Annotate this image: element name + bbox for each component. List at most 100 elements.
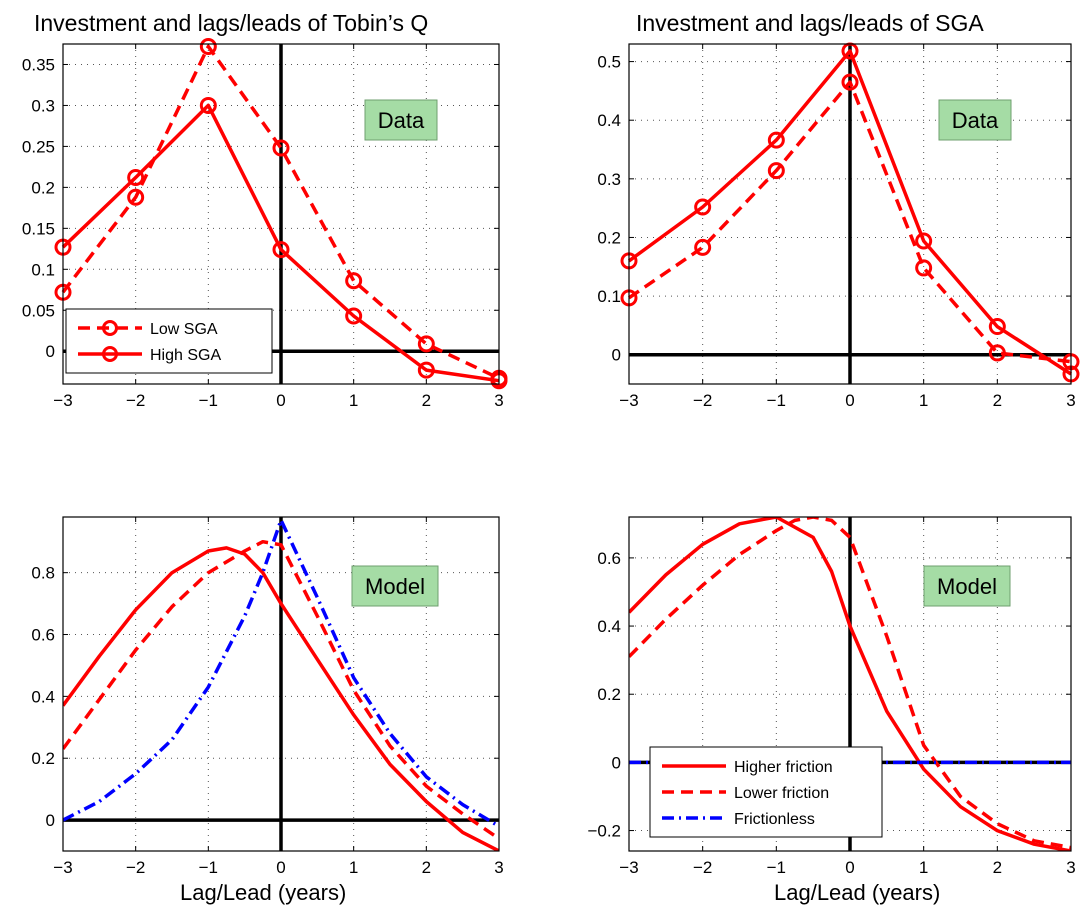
data-point	[694, 198, 712, 216]
series-line	[629, 517, 1071, 850]
data-point	[915, 232, 933, 250]
panel-badge: Data	[938, 99, 1012, 141]
title-tr: Investment and lags/leads of SGA	[636, 10, 984, 36]
legend-label: Low SGA	[150, 321, 218, 338]
x-tick-label: −1	[767, 858, 786, 877]
badge-box	[923, 565, 1011, 607]
x-tick-label: −3	[53, 391, 72, 410]
x-tick-label: 1	[349, 391, 358, 410]
series-line	[63, 518, 499, 828]
x-tick-label: 3	[1066, 391, 1075, 410]
data-point	[767, 131, 785, 149]
y-tick-label: 0.2	[597, 685, 621, 704]
data-point	[345, 307, 363, 325]
data-point	[127, 188, 145, 206]
x-tick-label: 3	[494, 391, 503, 410]
series-line	[629, 517, 1071, 851]
x-tick-label: −2	[126, 391, 145, 410]
xlabel-bl: Lag/Lead (years)	[180, 880, 347, 905]
legend-label: High SGA	[150, 347, 221, 364]
x-tick-label: −3	[53, 858, 72, 877]
legend-label: Frictionless	[734, 811, 815, 828]
x-tick-label: 0	[276, 858, 285, 877]
panel-badge: Data	[364, 99, 438, 141]
x-tick-label: 1	[919, 391, 928, 410]
legend-box	[65, 308, 273, 374]
x-tick-label: 2	[993, 391, 1002, 410]
data-point	[272, 241, 290, 259]
badge-box	[938, 99, 1012, 141]
data-point	[127, 169, 145, 187]
y-tick-label: 0	[612, 346, 621, 365]
data-point	[417, 361, 435, 379]
y-tick-label: 0.6	[597, 549, 621, 568]
y-tick-label: −0.2	[587, 822, 621, 841]
series-br-1	[629, 517, 1071, 850]
y-tick-label: 0.4	[31, 687, 55, 706]
y-tick-label: 0.2	[31, 749, 55, 768]
y-tick-label: 0.6	[31, 626, 55, 645]
y-tick-label: 0	[46, 811, 55, 830]
legend-label: Lower friction	[734, 785, 829, 802]
series-line	[61, 44, 500, 380]
y-tick-label: 0.4	[597, 111, 621, 130]
plot-frame	[62, 516, 500, 852]
x-tick-label: −1	[199, 858, 218, 877]
panel-badge: Model	[923, 565, 1011, 607]
data-point	[199, 96, 217, 114]
legend: Low SGA High SGA	[65, 308, 273, 374]
x-tick-label: 1	[919, 858, 928, 877]
y-tick-label: 0.4	[597, 617, 621, 636]
data-point	[417, 335, 435, 353]
x-tick-label: 2	[993, 858, 1002, 877]
y-tick-label: 0.35	[22, 55, 55, 74]
y-tick-label: 0.05	[22, 301, 55, 320]
x-tick-label: 1	[349, 858, 358, 877]
plot-frame	[628, 516, 1072, 852]
y-tick-label: 0.8	[31, 564, 55, 583]
x-tick-label: −2	[693, 391, 712, 410]
x-tick-label: 0	[276, 391, 285, 410]
badge-label: Model	[365, 574, 425, 599]
data-point	[988, 318, 1006, 336]
x-tick-label: −3	[619, 858, 638, 877]
y-tick-label: 0.3	[597, 170, 621, 189]
xlabel-br: Lag/Lead (years)	[774, 880, 941, 905]
badge-box	[351, 565, 439, 607]
data-point	[841, 73, 859, 91]
data-point	[345, 272, 363, 290]
title-tl: Investment and lags/leads of Tobin’s Q	[34, 10, 429, 36]
data-point	[694, 238, 712, 256]
x-tick-label: 2	[422, 858, 431, 877]
data-point	[199, 37, 217, 55]
y-tick-label: 0.1	[31, 260, 55, 279]
x-tick-label: −1	[767, 391, 786, 410]
x-tick-label: −1	[199, 391, 218, 410]
x-tick-label: 3	[1066, 858, 1075, 877]
y-tick-label: 0.3	[31, 96, 55, 115]
chart-bl: −3 −2 −1 0 1 2 3 0 0.2 0.4 0.6 0.8 Model	[31, 516, 504, 877]
legend-marker	[102, 320, 118, 336]
x-tick-label: 3	[494, 858, 503, 877]
y-tick-label: 0.2	[597, 228, 621, 247]
series-line	[61, 103, 500, 383]
y-tick-label: 0.15	[22, 219, 55, 238]
series-tr-1	[620, 42, 1080, 383]
x-tick-label: −2	[126, 858, 145, 877]
series-br-0	[629, 517, 1071, 851]
x-tick-label: −2	[693, 858, 712, 877]
series-bl-2	[63, 518, 499, 828]
legend: Higher friction Lower friction Frictionles…	[649, 746, 883, 838]
panel-badge: Model	[351, 565, 439, 607]
chart-tr: −3 −2 −1 0 1 2 3 0 0.1 0.2 0.3 0.4 0.5 Data	[597, 42, 1080, 410]
x-tick-label: −3	[619, 391, 638, 410]
data-point	[988, 344, 1006, 362]
x-tick-label: 2	[422, 391, 431, 410]
y-tick-label: 0.5	[597, 53, 621, 72]
series-bl-0	[63, 546, 499, 851]
y-tick-label: 0.2	[31, 178, 55, 197]
badge-box	[364, 99, 438, 141]
data-point	[272, 139, 290, 157]
y-tick-label: 0	[46, 342, 55, 361]
